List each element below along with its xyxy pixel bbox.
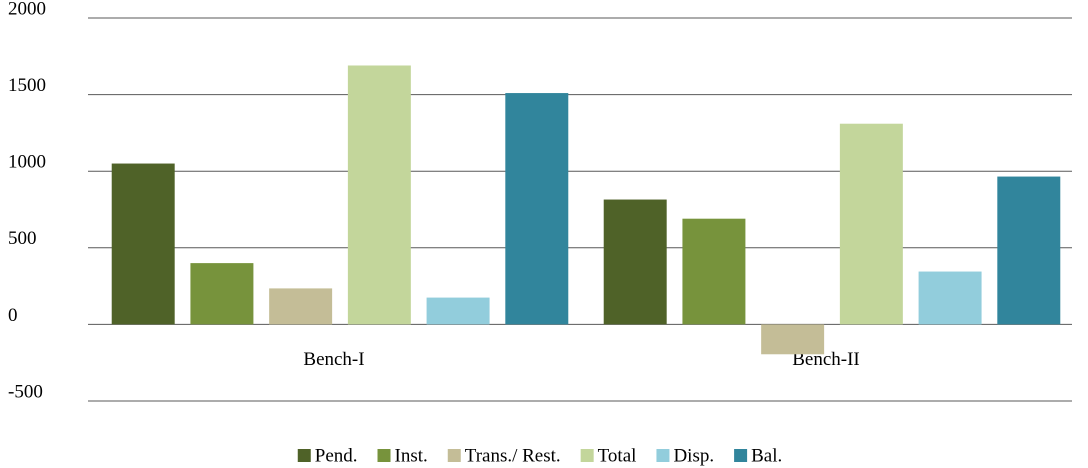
y-tick-label: 1000 [8, 152, 46, 173]
legend-swatch [447, 449, 461, 462]
bar [347, 65, 411, 325]
legend-label: Trans./ Rest. [465, 445, 561, 466]
legend-swatch [297, 449, 311, 462]
legend-label: Pend. [315, 445, 358, 466]
legend-swatch [656, 449, 670, 462]
bar [761, 324, 825, 355]
bar [603, 199, 667, 325]
legend-swatch [580, 449, 594, 462]
bar [190, 263, 254, 325]
bar [839, 123, 903, 325]
y-tick-label: 500 [8, 228, 37, 249]
legend-label: Bal. [751, 445, 782, 466]
legend-label: Total [598, 445, 637, 466]
bar [997, 176, 1061, 325]
legend-label: Inst. [395, 445, 428, 466]
legend-swatch [377, 449, 391, 462]
bar [682, 218, 746, 325]
y-tick-label: 0 [8, 305, 18, 326]
bar [269, 288, 333, 325]
bar [111, 163, 175, 325]
bar [918, 271, 982, 325]
y-tick-label: 2000 [8, 0, 46, 19]
bar [505, 93, 569, 325]
y-tick-label: -500 [8, 381, 43, 402]
legend-swatch [734, 449, 748, 462]
x-tick-label: Bench-I [303, 349, 364, 370]
bar [426, 297, 490, 325]
legend-label: Disp. [673, 445, 714, 466]
y-tick-label: 1500 [8, 75, 46, 96]
